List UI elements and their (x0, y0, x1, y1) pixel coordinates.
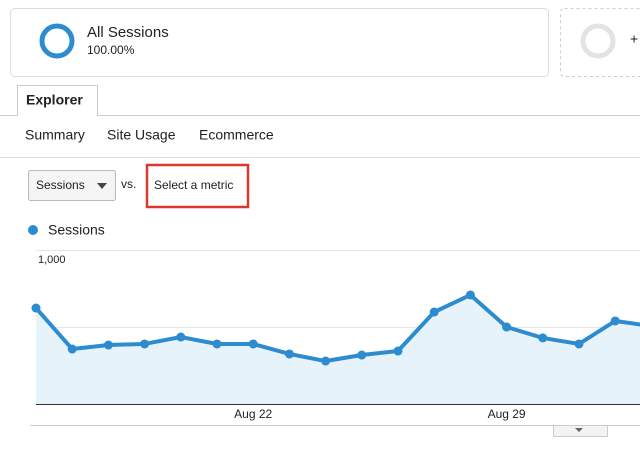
legend-label: Sessions (48, 222, 105, 238)
data-point (284, 349, 294, 359)
vs-label: vs. (121, 177, 136, 191)
dropdown-arrow (97, 183, 107, 189)
x-tick-label: Aug 22 (234, 407, 272, 421)
data-point (321, 356, 331, 366)
data-point (176, 332, 186, 342)
area (36, 294, 640, 404)
data-point (248, 339, 258, 349)
data-point (31, 303, 41, 313)
add-segment[interactable]: + (630, 31, 638, 47)
data-point (574, 339, 584, 349)
data-point (140, 339, 150, 349)
data-point (610, 316, 620, 326)
line (34, 292, 640, 364)
resize-handle[interactable] (553, 425, 608, 437)
tab-cover (18, 112, 97, 117)
data-point (465, 290, 475, 300)
segment-icon (39, 23, 75, 59)
data-point (502, 322, 512, 332)
data-point (67, 344, 77, 354)
add-segment-icon (580, 23, 616, 59)
subtab[interactable]: Summary (25, 127, 85, 143)
legend-dot (28, 225, 38, 235)
tab[interactable] (17, 85, 98, 116)
data-point (538, 333, 548, 343)
subtab[interactable]: Ecommerce (199, 127, 274, 143)
compare-link[interactable]: Select a metric (154, 178, 233, 192)
metric-label: Sessions (36, 178, 85, 192)
tab-label: Explorer (26, 92, 83, 108)
plot (31, 290, 640, 404)
data-point (103, 340, 113, 350)
subtab[interactable]: Site Usage (107, 127, 176, 143)
data-point (393, 346, 403, 356)
highlight-box (145, 163, 250, 209)
handle-arrow (575, 428, 583, 432)
x-tick-label: Aug 29 (488, 407, 526, 421)
data-point (212, 339, 222, 349)
data-point (357, 350, 367, 360)
data-point (429, 307, 439, 317)
add-segment-card[interactable] (560, 8, 640, 77)
segment-card[interactable] (10, 8, 549, 77)
metric-dropdown[interactable] (28, 170, 116, 201)
segment-percent: 100.00% (87, 43, 135, 57)
segment-name: All Sessions (87, 24, 169, 41)
y-tick-label: 1,000 (38, 254, 66, 266)
